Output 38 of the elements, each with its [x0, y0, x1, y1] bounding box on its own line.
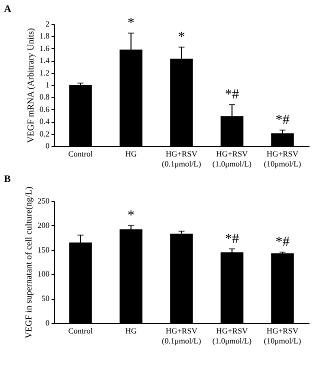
x-tick-label: HG+RSV (1.0μmol/L): [212, 150, 252, 168]
y-tick-label: 1: [46, 80, 50, 90]
annotation: *#: [275, 113, 290, 128]
y-tick-label: 150: [38, 245, 50, 254]
y-tick-label: 1.2: [40, 68, 50, 78]
y-tick-label: 1.4: [40, 56, 50, 66]
y-tick-label: 0.4: [40, 117, 50, 126]
y-tick-label: 200: [38, 220, 50, 230]
y-tick-label: 0.8: [40, 92, 50, 102]
x-tick-label: HG: [125, 326, 137, 336]
y-tick-label: 0: [46, 318, 50, 328]
x-tick-label: HG+RSV (10μmol/L): [264, 326, 302, 346]
chart-title: B: [4, 174, 11, 186]
x-tick-label: HG+RSV (1.0μmol/L): [212, 326, 252, 346]
annotation: *: [128, 16, 135, 32]
annotation: *#: [275, 235, 290, 250]
y-axis-title: VEGF in supernatant of cell culture(ng/L): [24, 186, 34, 338]
y-tick-label: 100: [38, 270, 50, 279]
y-axis-title: VEGF mRNA (Arbitrary Units): [26, 28, 36, 143]
x-tick-label: HG: [125, 150, 137, 158]
y-tick-label: 0: [46, 142, 50, 150]
chart-title: A: [4, 4, 12, 16]
annotation: *: [178, 30, 185, 46]
annotation: *#: [224, 232, 239, 247]
y-tick-label: 50: [42, 294, 50, 304]
x-tick-label: Control: [68, 326, 94, 336]
y-tick-label: 0.2: [40, 129, 50, 138]
x-tick-label: HG+RSV (10μmol/L): [264, 150, 302, 168]
y-tick-label: 1.8: [40, 32, 50, 41]
y-tick-label: 0.6: [40, 104, 50, 114]
y-tick-label: 1.6: [40, 44, 50, 53]
x-tick-label: Control: [68, 150, 94, 158]
annotation: *: [128, 208, 135, 224]
y-tick-label: 2: [46, 20, 50, 28]
x-tick-label: HG+RSV (0.1μmol/L): [162, 150, 202, 168]
y-tick-label: 250: [38, 196, 50, 206]
annotation: *#: [224, 88, 239, 103]
x-tick-label: HG+RSV (0.1μmol/L): [162, 326, 202, 346]
